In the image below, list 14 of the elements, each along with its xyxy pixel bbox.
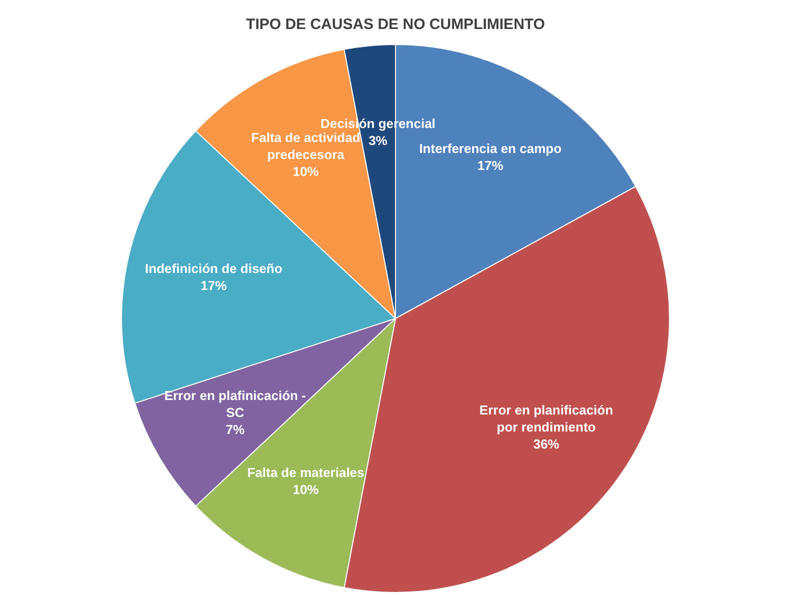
data-label: 3% <box>368 133 388 148</box>
chart-title: TIPO DE CAUSAS DE NO CUMPLIMIENTO <box>246 16 546 34</box>
slice-label: Interferencia en campo <box>419 141 562 156</box>
data-label: 10% <box>292 164 320 179</box>
data-label: 17% <box>477 158 504 174</box>
data-label: 36% <box>533 436 560 452</box>
slice-label: Falta de materiales <box>247 464 364 480</box>
slice-label: Falta de actividad predecesora <box>251 130 360 162</box>
data-label: 17% <box>200 278 228 293</box>
slice-label: Indefinición de diseño <box>145 260 282 276</box>
data-label: 10% <box>292 482 320 497</box>
slice-label: Error en plafinicación - SC <box>164 388 306 420</box>
slice-label: Error en planificación por rendimiento <box>479 402 614 435</box>
data-label: 7% <box>226 422 245 437</box>
